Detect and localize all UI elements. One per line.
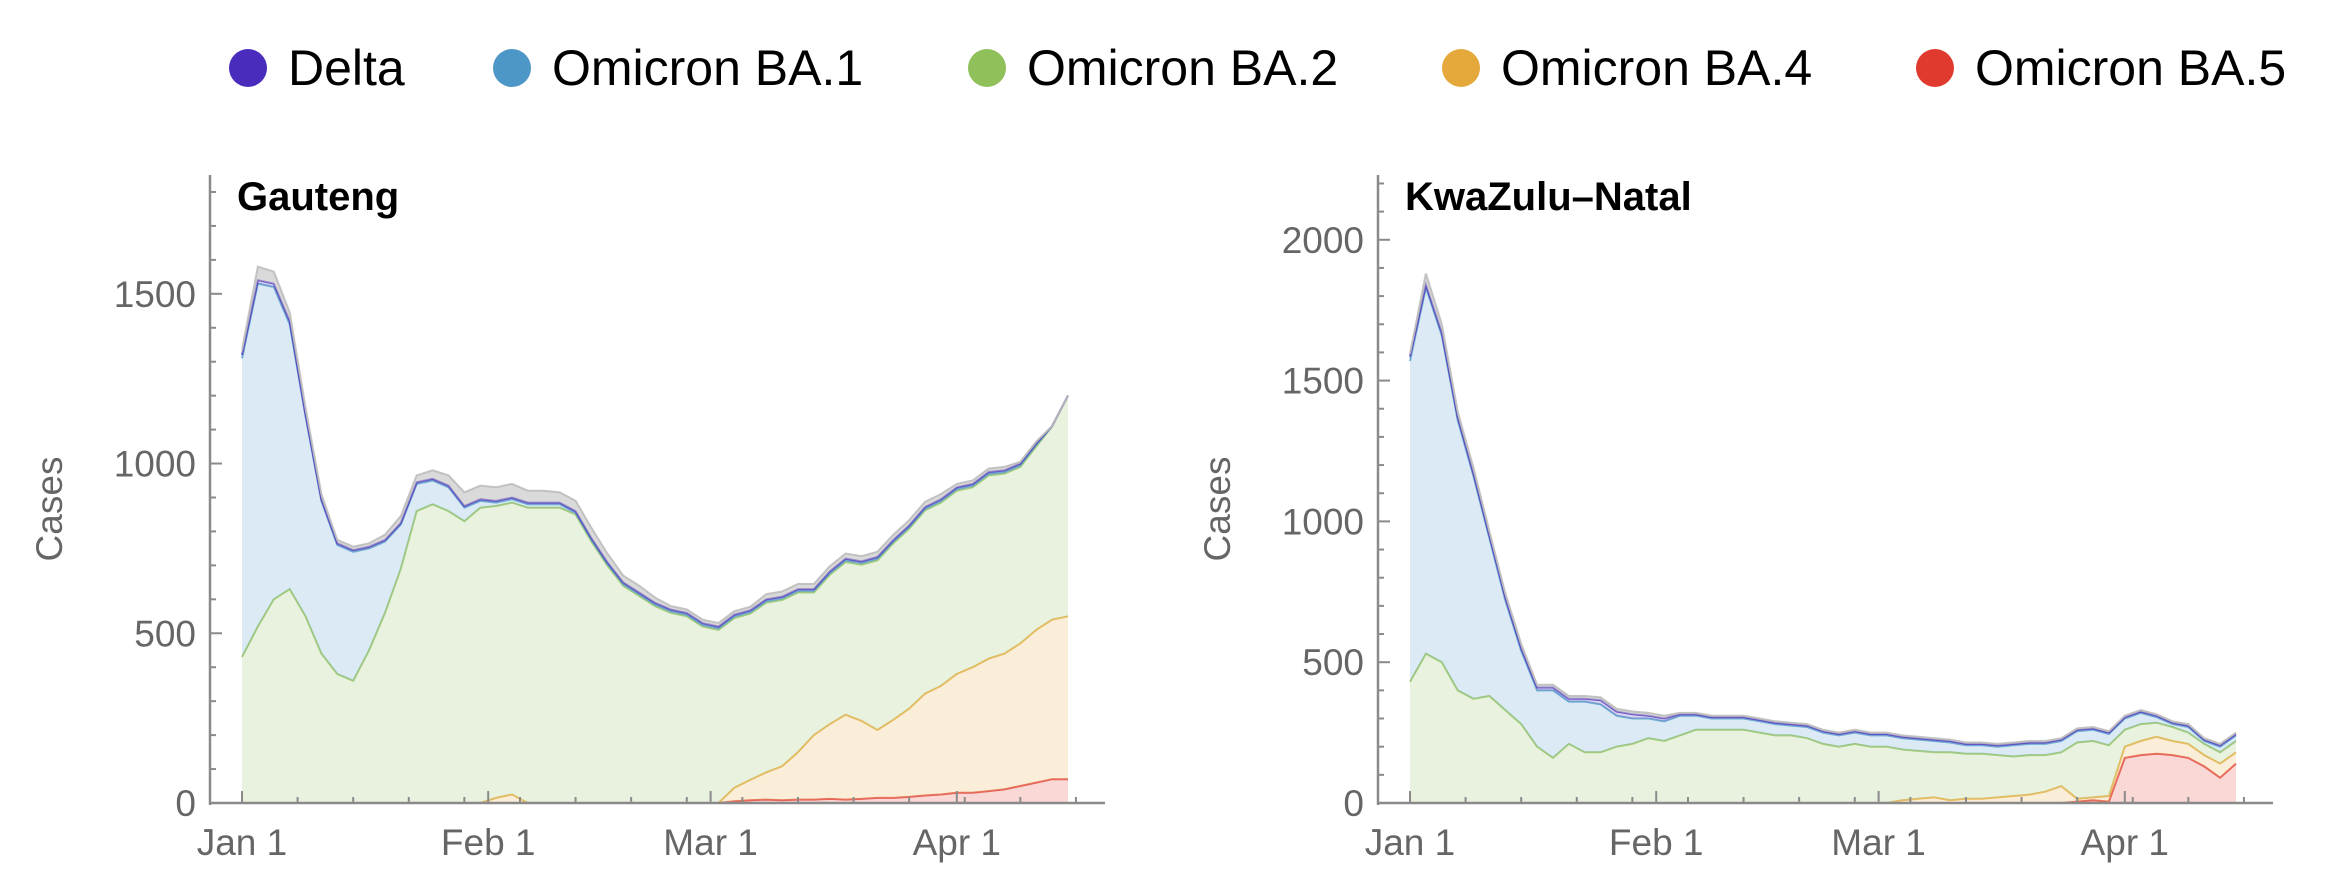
y-tick-label: 1500 (114, 274, 196, 315)
panel-title: KwaZulu–Natal (1405, 175, 1692, 219)
legend-swatch (493, 49, 531, 87)
y-tick-label: 2000 (1282, 220, 1364, 261)
panel-gauteng: 0 500 1000 1500 Jan 1 Feb 1 Mar 1 Apr 1 Gauteng C… (29, 175, 1105, 863)
omicron-ba-2-line (1409, 652, 2237, 760)
legend-label: Omicron BA.2 (1027, 40, 1338, 96)
omicron-ba-5-area (1410, 753, 2236, 803)
other-line (1409, 273, 2237, 746)
omicron-ba-1-area (242, 283, 1068, 681)
stacked-areas (1409, 273, 2237, 804)
legend-item: Omicron BA.1 (493, 40, 863, 96)
legend-item: Delta (229, 40, 405, 96)
y-tick-label: 1000 (114, 444, 196, 485)
legend-label: Omicron BA.4 (1501, 40, 1812, 96)
legend-label: Delta (288, 40, 405, 96)
x-tick-label: Jan 1 (1365, 822, 1456, 863)
omicron-ba-2-area (242, 395, 1068, 803)
y-tick-label: 1000 (1282, 501, 1364, 542)
legend: Delta Omicron BA.1 Omicron BA.2 Omicron BA.… (229, 40, 2286, 96)
y-tick-label: 0 (175, 783, 196, 824)
omicron-ba-4-area (242, 616, 1068, 803)
x-tick-label: Feb 1 (441, 822, 536, 863)
legend-label: Omicron BA.5 (1975, 40, 2286, 96)
x-tick-label: Feb 1 (1609, 822, 1704, 863)
omicron-ba-2-area (1410, 653, 2236, 803)
other-line (241, 265, 1069, 625)
legend-swatch (968, 49, 1006, 87)
x-tick-label: Jan 1 (197, 822, 288, 863)
omicron-ba-1-line (241, 282, 1069, 630)
x-tick-label: Apr 1 (2081, 822, 2169, 863)
x-tick-label: Apr 1 (913, 822, 1001, 863)
omicron-ba-5-area (242, 779, 1068, 803)
x-tick-label: Mar 1 (1831, 822, 1926, 863)
legend-item: Omicron BA.2 (968, 40, 1338, 96)
legend-swatch (1442, 49, 1480, 87)
y-tick-label: 1500 (1282, 361, 1364, 402)
legend-swatch (1916, 49, 1954, 87)
y-axis-title: Cases (29, 457, 70, 562)
legend-swatch (229, 49, 267, 87)
y-tick-label: 500 (134, 613, 196, 654)
panel-kwazulu-natal: 0 500 1000 1500 2000 Jan 1 Feb 1 Mar 1 Apr 1 KwaZ… (1197, 175, 2273, 863)
omicron-ba-2-line (241, 395, 1069, 683)
legend-item: Omicron BA.5 (1916, 40, 2286, 96)
x-tick-label: Mar 1 (663, 822, 758, 863)
y-tick-label: 0 (1343, 783, 1364, 824)
stacked-areas (241, 265, 1069, 804)
y-axis-title: Cases (1197, 457, 1238, 562)
y-tick-label: 500 (1302, 642, 1364, 683)
legend-label: Omicron BA.1 (552, 40, 863, 96)
legend-item: Omicron BA.4 (1442, 40, 1812, 96)
omicron-ba-4-area (1410, 736, 2236, 803)
panel-title: Gauteng (237, 175, 399, 219)
omicron-ba-1-line (1409, 283, 2237, 748)
omicron-ba-1-area (1410, 287, 2236, 758)
